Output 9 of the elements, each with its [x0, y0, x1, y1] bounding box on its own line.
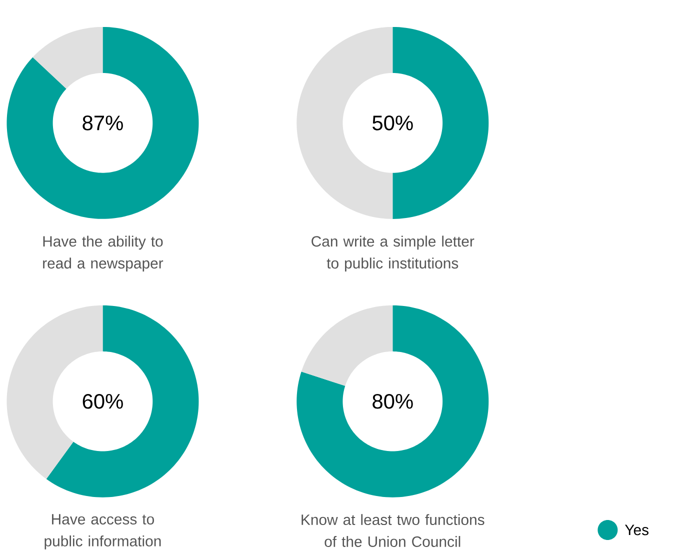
legend-label: Yes: [624, 524, 648, 536]
text: Know at least two functions of the Union Council: [302, 514, 484, 547]
data-label: 60%: [82, 394, 123, 409]
text: Have access to public information: [44, 514, 161, 550]
text: Have the ability to read a newspaper: [43, 236, 164, 272]
text: Can write a simple letter to public institutions: [312, 236, 474, 272]
data-label: 80%: [372, 394, 413, 409]
data-label: 87%: [82, 116, 123, 130]
data-label: 50%: [372, 116, 413, 130]
